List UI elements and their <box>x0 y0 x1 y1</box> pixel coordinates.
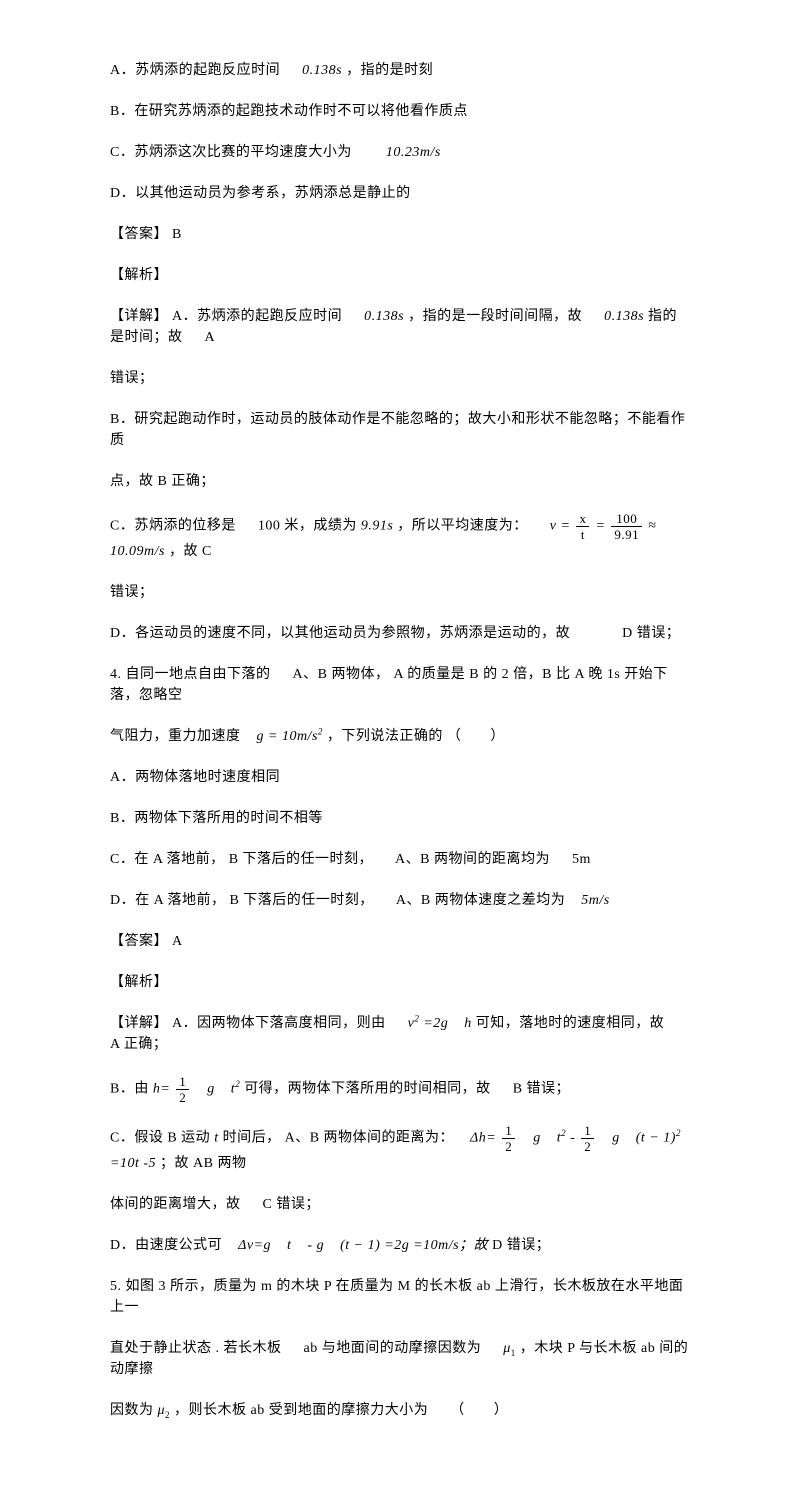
fraction: xt <box>576 512 589 541</box>
q5-line2: 直处于静止状态 . 若长木板 ab 与地面间的动摩擦因数为 μ1 ，木块 P 与… <box>110 1338 690 1380</box>
q3-option-c: C．苏炳添这次比赛的平均速度大小为 10.23m/s <box>110 142 690 163</box>
value: 0.138s <box>302 63 342 78</box>
q3-jiexi-label: 【解析】 <box>110 265 690 286</box>
q5-line3: 因数为 μ2 ，则长木板 ab 受到地面的摩擦力大小为 （ ） <box>110 1400 690 1421</box>
text: A．苏炳添的起跑反应时间 <box>110 63 280 78</box>
q4-detail-d: D．由速度公式可 Δv=g t - g (t − 1) =2g =10m/s；故… <box>110 1235 690 1256</box>
fraction: 1009.91 <box>611 512 642 541</box>
q4-answer: 【答案】 A <box>110 931 690 952</box>
q4-detail-c: C．假设 B 运动 t 时间后， A、B 两物体间的距离为： Δh= 12 g … <box>110 1124 690 1174</box>
q4-stem-2: 气阻力，重力加速度 g = 10m/s2 ，下列说法正确的 （ ） <box>110 726 690 747</box>
q3-detail-d: D．各运动员的速度不同，以其他运动员为参照物，苏炳添是运动的，故 D 错误； <box>110 623 690 644</box>
q4-option-d: D．在 A 落地前， B 下落后的任一时刻， A、B 两物体速度之差均为 5m/… <box>110 890 690 911</box>
q4-option-b: B．两物体下落所用的时间不相等 <box>110 808 690 829</box>
q3-detail-a: 【详解】 A．苏炳添的起跑反应时间 0.138s ，指的是一段时间间隔，故 0.… <box>110 306 690 348</box>
q3-detail-c-2: 错误； <box>110 582 690 603</box>
fraction: 12 <box>581 1124 594 1153</box>
q3-detail-a-2: 错误； <box>110 368 690 389</box>
q4-jiexi-label: 【解析】 <box>110 972 690 993</box>
q3-option-d: D．以其他运动员为参考系，苏炳添总是静止的 <box>110 183 690 204</box>
q4-detail-b: B．由 h= 12 g t2 可得，两物体下落所用的时间相同，故 B 错误； <box>110 1075 690 1104</box>
q4-stem-1: 4. 自同一地点自由下落的 A、B 两物体， A 的质量是 B 的 2 倍，B … <box>110 664 690 706</box>
q4-option-a: A．两物体落地时速度相同 <box>110 767 690 788</box>
q3-answer: 【答案】 B <box>110 224 690 245</box>
q4-detail-a: 【详解】 A．因两物体下落高度相同，则由 v2 =2g h 可知，落地时的速度相… <box>110 1013 690 1055</box>
q3-detail-b: B．研究起跑动作时，运动员的肢体动作是不能忽略的；故大小和形状不能忽略；不能看作… <box>110 409 690 451</box>
fraction: 12 <box>176 1075 189 1104</box>
q3-option-b: B．在研究苏炳添的起跑技术动作时不可以将他看作质点 <box>110 101 690 122</box>
q4-option-c: C．在 A 落地前， B 下落后的任一时刻， A、B 两物间的距离均为 5m <box>110 849 690 870</box>
q3-detail-b-2: 点，故 B 正确； <box>110 471 690 492</box>
q3-detail-c: C．苏炳添的位移是 100 米，成绩为 9.91s ，所以平均速度为： v = … <box>110 512 690 562</box>
fraction: 12 <box>502 1124 515 1153</box>
q5-line1: 5. 如图 3 所示，质量为 m 的木块 P 在质量为 M 的长木板 ab 上滑… <box>110 1276 690 1318</box>
q4-detail-c-2: 体间的距离增大，故 C 错误； <box>110 1194 690 1215</box>
tail: ，指的是时刻 <box>346 63 433 78</box>
q3-option-a: A．苏炳添的起跑反应时间 0.138s ，指的是时刻 <box>110 60 690 81</box>
